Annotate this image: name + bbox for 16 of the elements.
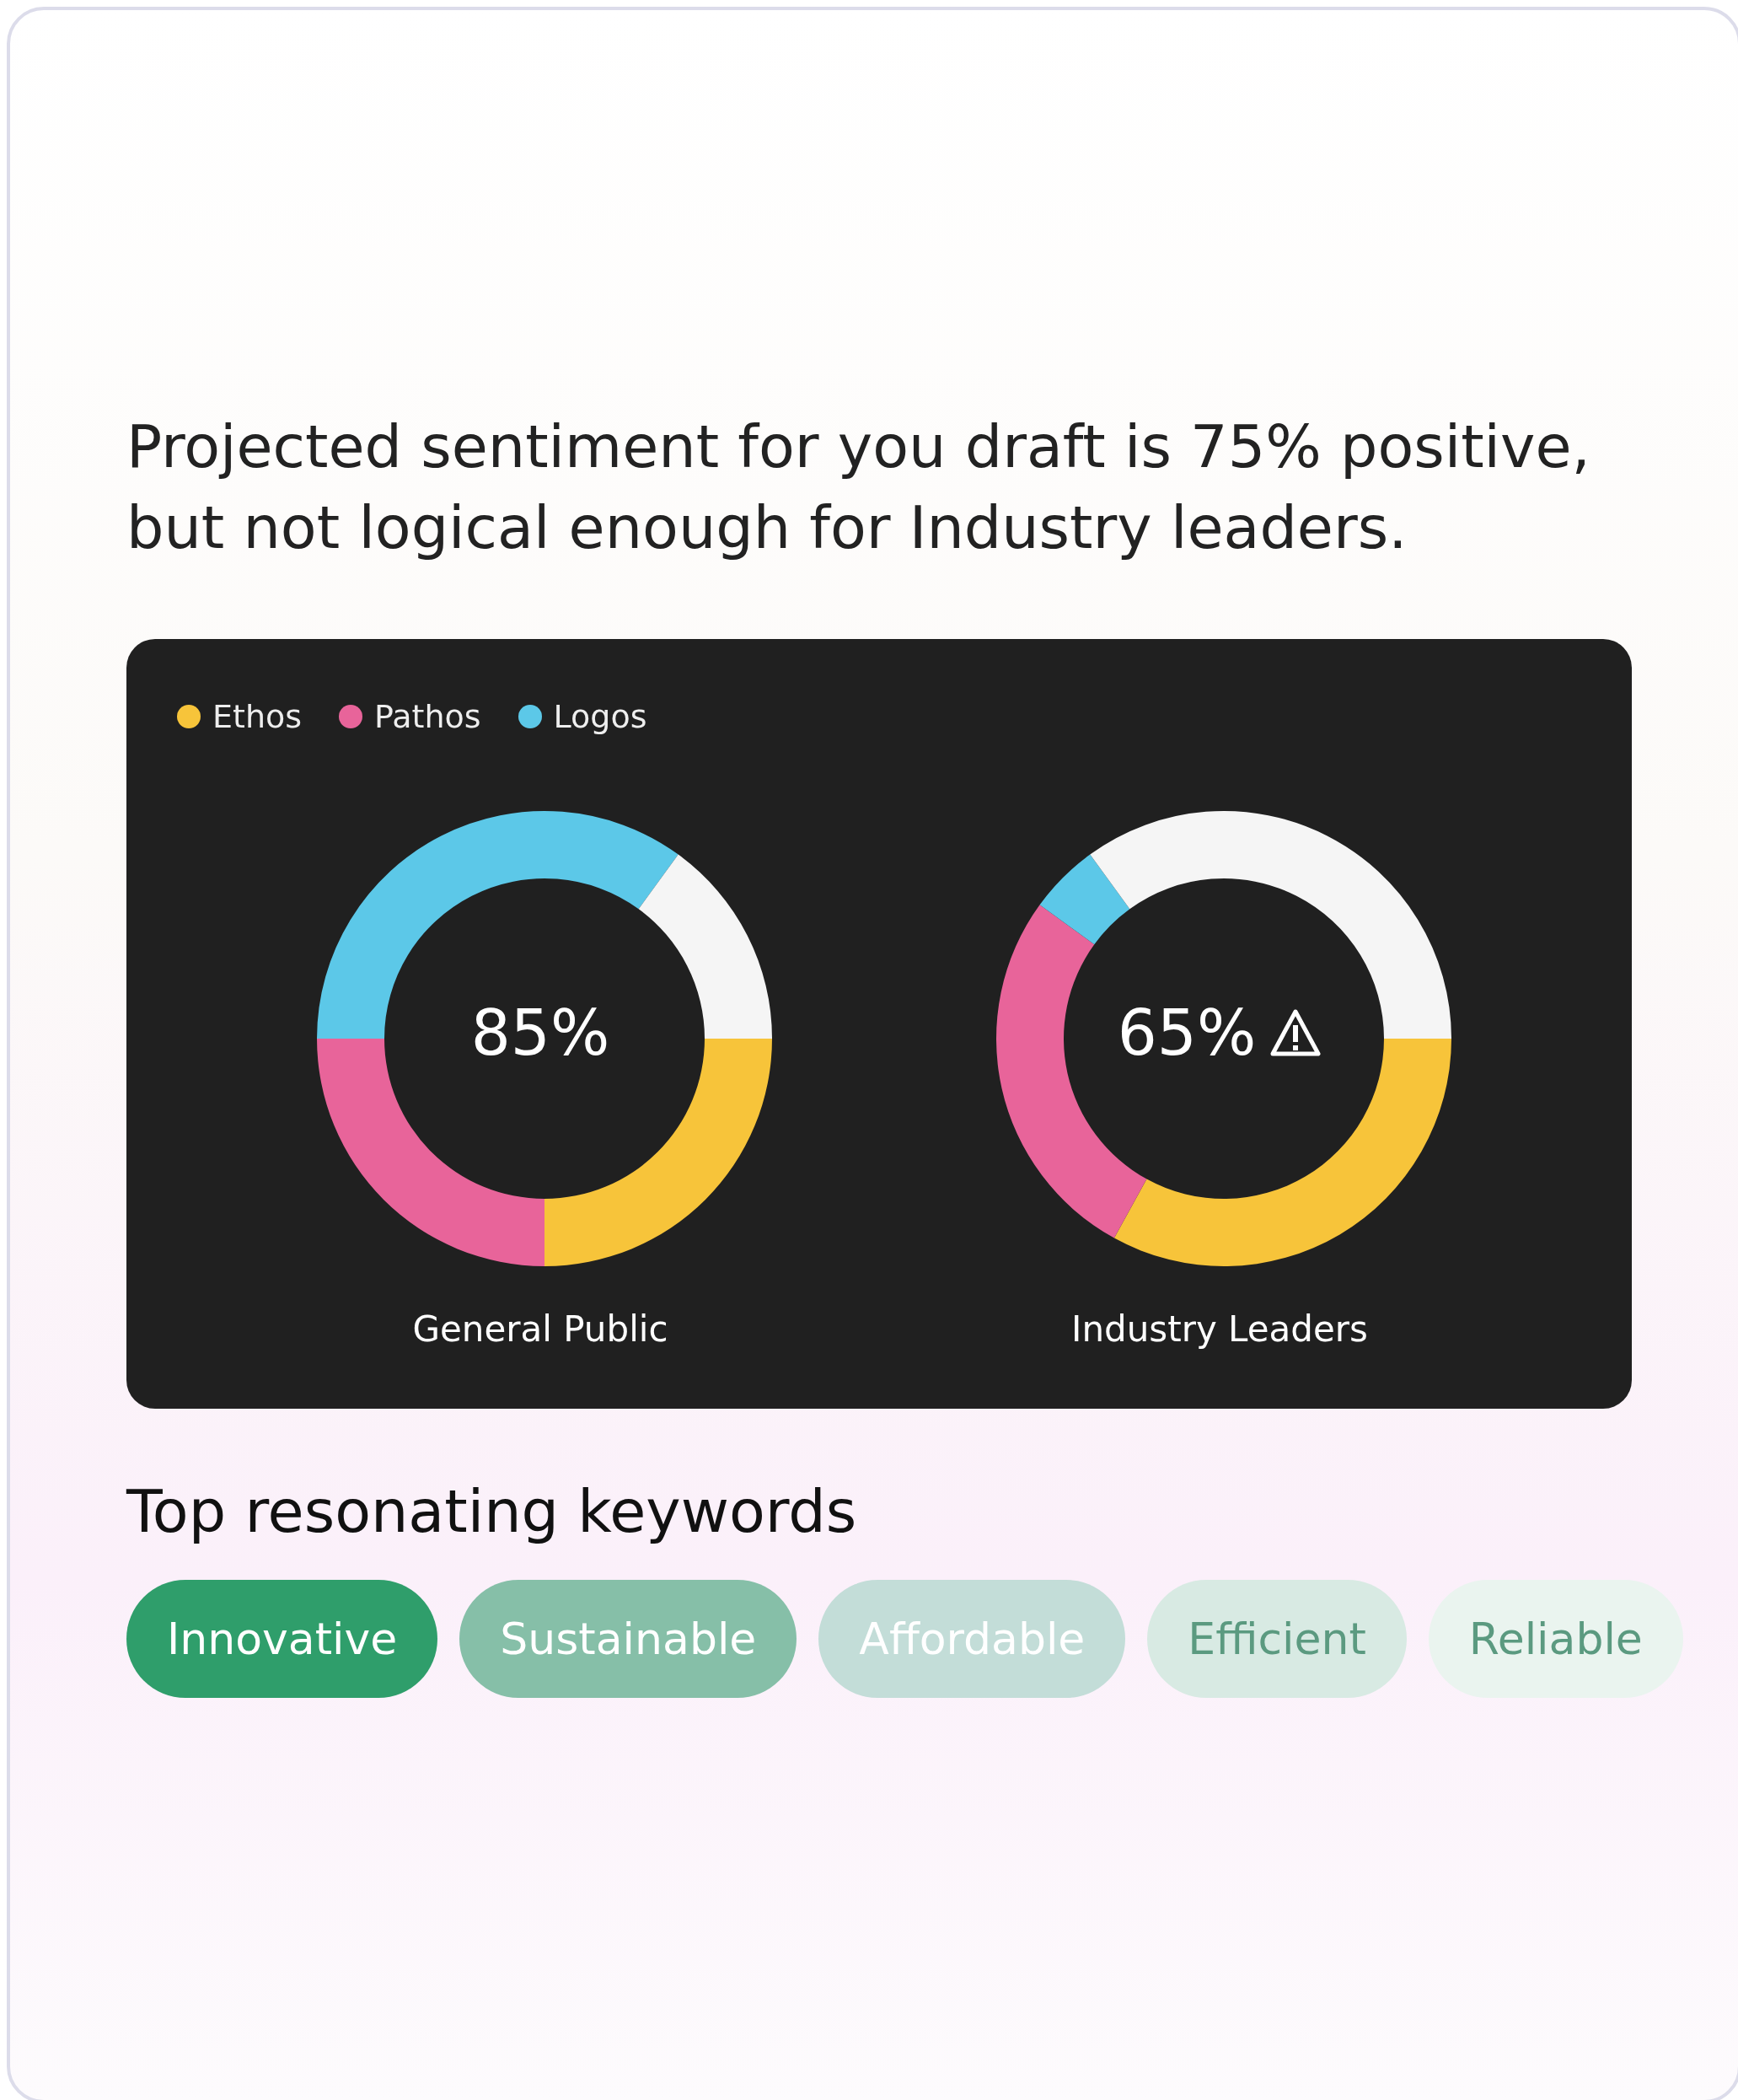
legend-label: Logos xyxy=(553,698,647,735)
text: Top resonating keywords xyxy=(126,1477,858,1546)
text: Efficient xyxy=(1147,1580,1407,1698)
text: Projected sentiment for you draft is 75% positive, but not logical enough for Industry leaders. xyxy=(126,411,1591,564)
donut-slice xyxy=(638,854,772,1039)
legend-label: Pathos xyxy=(374,698,481,735)
legend-label: Ethos xyxy=(212,698,303,735)
text: 65% xyxy=(1117,996,1257,1069)
text: Affordable xyxy=(818,1580,1126,1698)
text: Industry Leaders xyxy=(1070,1308,1369,1350)
text: Sustainable xyxy=(459,1580,797,1698)
text: Innovative xyxy=(126,1580,438,1698)
donut-slice xyxy=(1039,854,1130,945)
text: General Public xyxy=(411,1308,669,1350)
text: 85% xyxy=(470,996,610,1069)
text: Reliable xyxy=(1428,1580,1683,1698)
